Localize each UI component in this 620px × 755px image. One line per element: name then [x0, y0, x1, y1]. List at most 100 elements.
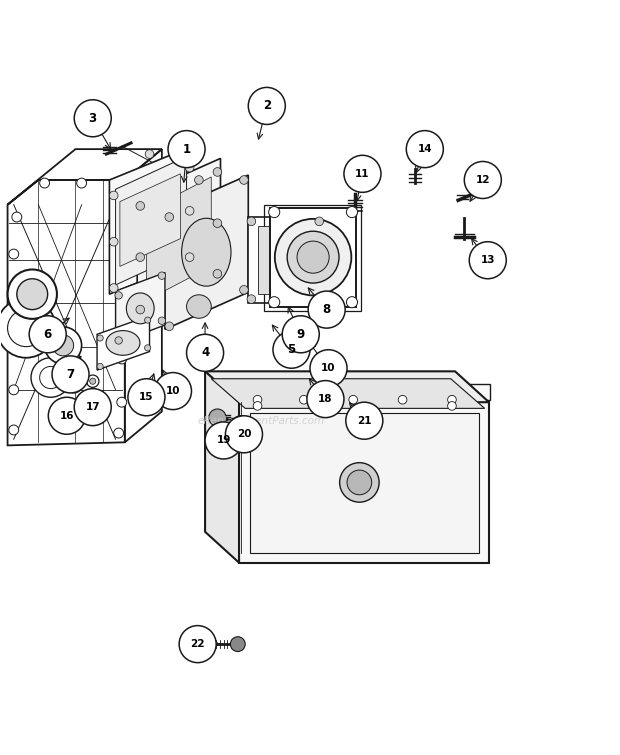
Circle shape [340, 463, 379, 502]
Circle shape [165, 322, 174, 331]
Ellipse shape [106, 331, 140, 356]
Circle shape [253, 402, 262, 410]
Circle shape [97, 363, 104, 369]
Circle shape [268, 207, 280, 217]
Circle shape [179, 626, 216, 663]
Circle shape [398, 396, 407, 404]
Polygon shape [137, 159, 221, 313]
Circle shape [232, 416, 249, 433]
Circle shape [154, 372, 192, 410]
Circle shape [287, 231, 339, 283]
Circle shape [297, 241, 329, 273]
Circle shape [136, 305, 144, 314]
Circle shape [109, 191, 118, 200]
Circle shape [109, 284, 118, 292]
Circle shape [310, 350, 347, 387]
Circle shape [195, 176, 203, 184]
Circle shape [231, 636, 245, 652]
Circle shape [469, 242, 507, 279]
Circle shape [187, 334, 224, 371]
Circle shape [9, 385, 19, 395]
Circle shape [448, 402, 456, 410]
Circle shape [406, 131, 443, 168]
Text: 17: 17 [86, 402, 100, 412]
Circle shape [168, 131, 205, 168]
Text: 11: 11 [355, 169, 370, 179]
Circle shape [9, 286, 19, 296]
Circle shape [253, 396, 262, 404]
Polygon shape [205, 371, 239, 562]
Circle shape [268, 297, 280, 308]
Circle shape [0, 298, 56, 358]
Circle shape [213, 168, 222, 176]
Circle shape [77, 178, 87, 188]
Circle shape [145, 149, 154, 159]
Circle shape [247, 294, 255, 304]
Circle shape [67, 378, 82, 393]
Circle shape [209, 409, 226, 427]
Circle shape [315, 294, 324, 304]
Circle shape [275, 219, 352, 295]
Circle shape [113, 187, 123, 197]
Circle shape [7, 270, 57, 319]
Text: 5: 5 [287, 344, 296, 356]
Circle shape [347, 297, 358, 308]
Text: 18: 18 [318, 394, 333, 404]
Circle shape [29, 316, 66, 353]
Circle shape [273, 331, 310, 368]
Circle shape [165, 213, 174, 221]
Circle shape [117, 311, 126, 321]
Circle shape [158, 272, 166, 279]
Circle shape [40, 178, 50, 188]
Circle shape [347, 207, 358, 217]
Circle shape [158, 317, 166, 325]
Circle shape [185, 207, 194, 215]
Circle shape [71, 382, 78, 390]
Circle shape [448, 396, 456, 404]
Circle shape [344, 156, 381, 193]
Text: 3: 3 [89, 112, 97, 125]
Polygon shape [239, 402, 489, 562]
Text: 6: 6 [43, 328, 52, 341]
Polygon shape [109, 146, 193, 294]
Circle shape [346, 402, 383, 439]
Circle shape [52, 356, 89, 393]
Polygon shape [165, 175, 248, 329]
Circle shape [97, 335, 104, 341]
Text: 16: 16 [60, 411, 74, 421]
Circle shape [128, 379, 165, 416]
Circle shape [136, 253, 144, 261]
Text: 7: 7 [66, 368, 74, 381]
Text: 22: 22 [190, 639, 205, 649]
Circle shape [9, 335, 19, 345]
Circle shape [308, 291, 345, 328]
Text: 10: 10 [321, 363, 336, 373]
Circle shape [115, 337, 122, 344]
Circle shape [299, 396, 308, 404]
Circle shape [240, 176, 248, 184]
Text: 21: 21 [357, 416, 371, 426]
Polygon shape [249, 413, 479, 553]
Text: 13: 13 [480, 255, 495, 265]
Circle shape [87, 375, 99, 387]
Text: 12: 12 [476, 175, 490, 185]
Polygon shape [248, 217, 322, 304]
Circle shape [117, 354, 126, 364]
Circle shape [74, 100, 111, 137]
Circle shape [12, 212, 22, 222]
Circle shape [9, 249, 19, 259]
Circle shape [31, 358, 71, 397]
Text: 10: 10 [166, 386, 180, 396]
Circle shape [226, 416, 262, 453]
Text: 4: 4 [201, 347, 209, 359]
Polygon shape [115, 156, 187, 285]
Circle shape [315, 217, 324, 226]
Circle shape [48, 397, 86, 434]
Circle shape [53, 335, 74, 356]
Polygon shape [231, 384, 490, 399]
Circle shape [347, 470, 372, 495]
Circle shape [240, 285, 248, 294]
Circle shape [307, 381, 344, 418]
Text: 15: 15 [139, 393, 154, 402]
Text: eReplacementParts.com: eReplacementParts.com [197, 416, 324, 426]
